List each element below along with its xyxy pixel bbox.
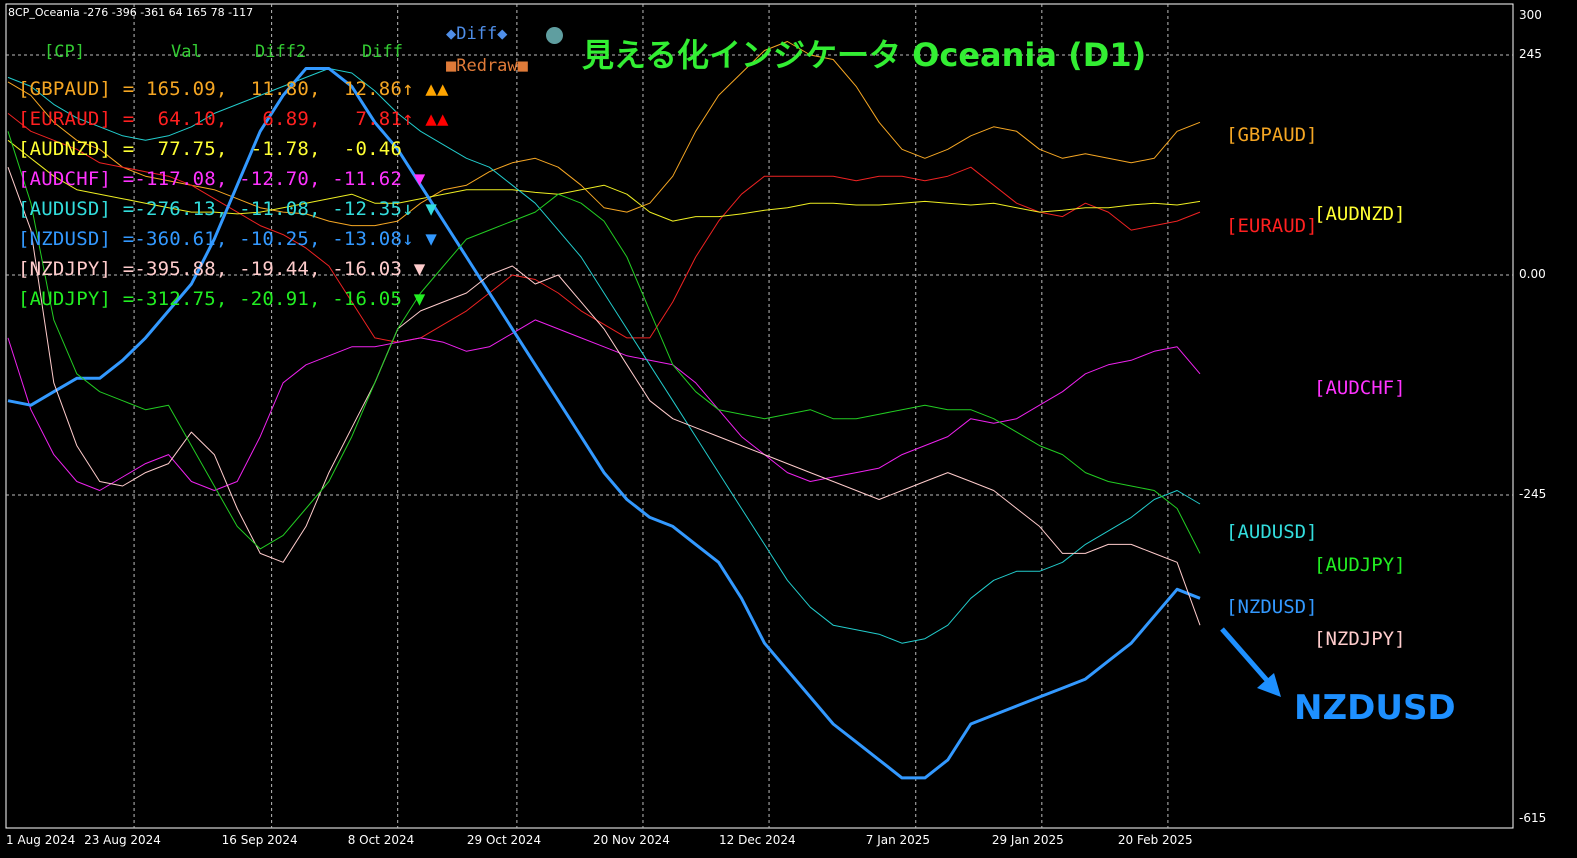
series-line-nzdjpy — [7, 167, 1201, 626]
x-tick-label: 29 Jan 2025 — [991, 833, 1064, 847]
series-label-euraud: [EURAUD] — [1226, 215, 1318, 237]
series-label-gbpaud: [GBPAUD] — [1226, 124, 1318, 146]
series-label-audjpy: [AUDJPY] — [1314, 554, 1406, 576]
x-tick-label: 8 Oct 2024 — [347, 833, 415, 847]
redraw-button[interactable]: ■Redraw■ — [446, 56, 528, 76]
trend-marker-icon: ▼ — [413, 198, 438, 220]
row-text: [NZDJPY] =-395.88, -19.44, -16.03 — [18, 258, 403, 280]
series-line-audusd — [7, 68, 1201, 644]
series-label-audusd: [AUDUSD] — [1226, 521, 1318, 543]
header-diff2: Diff2 — [255, 42, 307, 62]
y-tick-label: -245 — [1519, 487, 1547, 501]
series-line-gbpaud — [7, 41, 1201, 227]
table-row: [AUDJPY] =-312.75, -20.91, -16.05 ▼ — [18, 288, 425, 310]
table-row: [EURAUD] = 64.10, 6.89, 7.81↑ ▲▲ — [18, 108, 449, 130]
header-diff: Diff — [362, 42, 403, 62]
series-line-audjpy — [7, 131, 1201, 554]
row-text: [AUDJPY] =-312.75, -20.91, -16.05 — [18, 288, 403, 310]
trend-marker-icon: ▲▲ — [413, 78, 449, 100]
y-tick-label: 300 — [1519, 8, 1542, 22]
table-row: [GBPAUD] = 165.09, 11.80, 12.86↑ ▲▲ — [18, 78, 449, 100]
series-line-audchf — [7, 319, 1201, 491]
row-text: [EURAUD] = 64.10, 6.89, 7.81↑ — [18, 108, 414, 130]
series-lines — [7, 41, 1201, 780]
series-label-nzdjpy: [NZDJPY] — [1314, 628, 1406, 650]
table-row: [AUDCHF] =-117.08, -12.70, -11.62 ▼ — [18, 168, 425, 190]
row-text: [AUDUSD] =-276.13, -11.08, -12.35↓ — [18, 198, 414, 220]
table-row: [AUDUSD] =-276.13, -11.08, -12.35↓ ▼ — [18, 198, 437, 220]
indicator-info: 8CP_Oceania -276 -396 -361 64 165 78 -11… — [8, 6, 254, 19]
grid — [5, 3, 1514, 829]
header-cp: [CP] — [44, 42, 85, 62]
y-tick-label: 245 — [1519, 47, 1542, 61]
header-val: Val — [171, 42, 202, 62]
diff-button[interactable]: ◆Diff◆ — [446, 24, 508, 44]
x-tick-label: 20 Nov 2024 — [592, 833, 670, 847]
series-label-nzdusd: [NZDUSD] — [1226, 596, 1318, 618]
highlight-label: NZDUSD — [1294, 688, 1456, 728]
x-tick-label: 20 Feb 2025 — [1117, 833, 1193, 847]
series-line-audnzd — [7, 139, 1201, 222]
series-label-audnzd: [AUDNZD] — [1314, 203, 1406, 225]
chart-title: 見える化インジケータ Oceania (D1) — [582, 36, 1147, 74]
arrow-icon — [1220, 627, 1281, 697]
row-text: [GBPAUD] = 165.09, 11.80, 12.86↑ — [18, 78, 414, 100]
series-line-nzdusd — [7, 67, 1201, 780]
x-tick-label: 12 Dec 2024 — [719, 833, 796, 847]
y-tick-label: -615 — [1519, 811, 1547, 825]
series-line-euraud — [7, 113, 1201, 343]
x-tick-label: 23 Aug 2024 — [84, 833, 161, 847]
row-text: [NZDUSD] =-360.61, -10.25, -13.08↓ — [18, 228, 414, 250]
table-row: [NZDUSD] =-360.61, -10.25, -13.08↓ ▼ — [18, 228, 437, 250]
row-text: [AUDCHF] =-117.08, -12.70, -11.62 — [18, 168, 403, 190]
x-tick-label: 1 Aug 2024 — [6, 833, 76, 847]
trend-marker-icon: ▼ — [413, 228, 438, 250]
table-row: [NZDJPY] =-395.88, -19.44, -16.03 ▼ — [18, 258, 425, 280]
row-text: [AUDNZD] = 77.75, -1.78, -0.46 — [18, 138, 403, 160]
table-row: [AUDNZD] = 77.75, -1.78, -0.46 — [18, 138, 402, 160]
status-dot-button[interactable] — [546, 27, 563, 44]
trend-marker-icon: ▼ — [402, 168, 426, 190]
x-tick-label: 29 Oct 2024 — [466, 833, 542, 847]
x-tick-label: 16 Sep 2024 — [221, 833, 298, 847]
trend-marker-icon: ▼ — [402, 258, 426, 280]
trend-marker-icon: ▼ — [402, 288, 426, 310]
series-label-audchf: [AUDCHF] — [1314, 377, 1406, 399]
y-tick-label: 0.00 — [1519, 267, 1546, 281]
trend-marker-icon: ▲▲ — [413, 108, 449, 130]
x-tick-label: 7 Jan 2025 — [865, 833, 931, 847]
plot-frame — [5, 3, 1514, 829]
